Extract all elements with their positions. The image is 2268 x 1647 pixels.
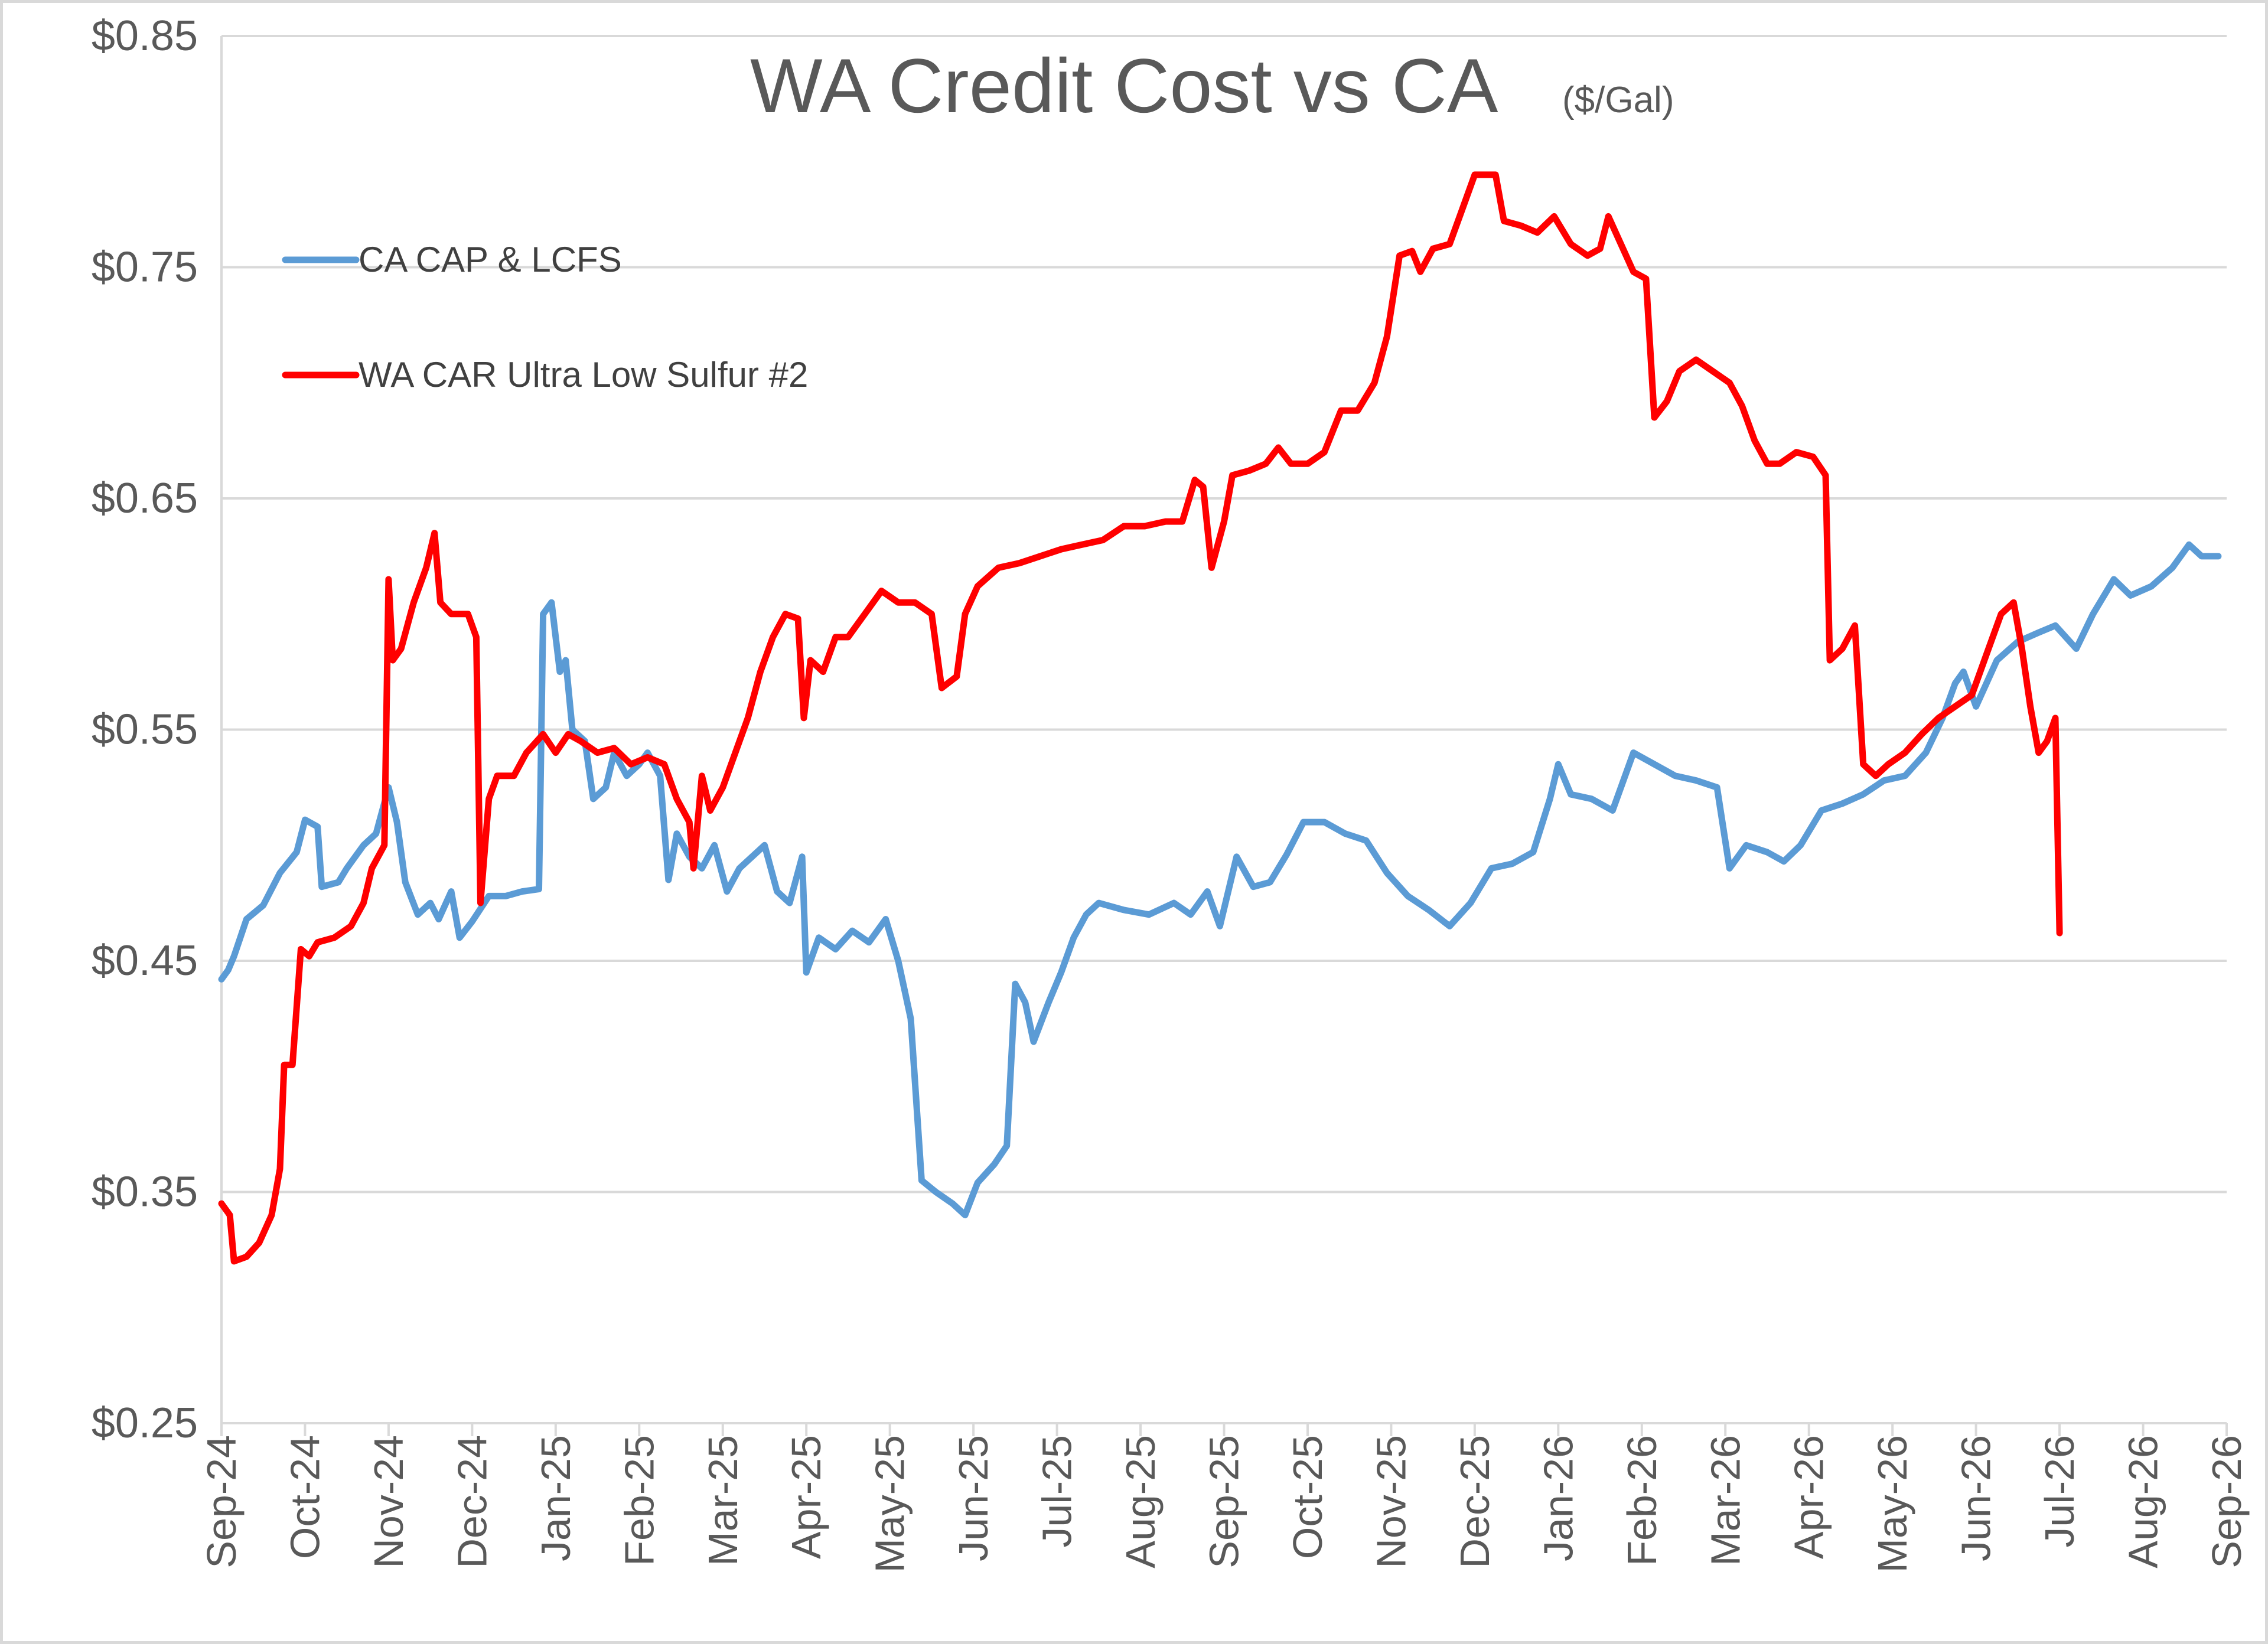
x-tick-label: May-26 bbox=[1869, 1435, 1915, 1573]
series-line-wa-car-ulsd bbox=[218, 171, 2063, 1265]
x-tick-label: Jul-25 bbox=[1034, 1435, 1080, 1548]
x-tick-label: May-25 bbox=[867, 1435, 913, 1573]
x-tick-label: Sep-25 bbox=[1201, 1435, 1247, 1568]
series-lines bbox=[218, 171, 2222, 1265]
y-tick-label: $0.55 bbox=[92, 706, 198, 754]
x-tick-labels: Sep-24 Oct-24 Nov-24 Dec-24 Jan-25 Feb-25 Mar-… bbox=[198, 1435, 2250, 1573]
x-tick-label: Feb-25 bbox=[616, 1435, 662, 1566]
x-tick-label: Jul-26 bbox=[2036, 1435, 2083, 1548]
legend-label-ca: CA CAP & LCFS bbox=[359, 240, 622, 279]
legend-label-wa: WA CAR Ultra Low Sulfur #2 bbox=[359, 355, 808, 394]
line-chart: $0.85 $0.75 $0.65 $0.55 $0.45 $0.35 $0.25 Sep-… bbox=[92, 12, 2250, 1573]
y-tick-label: $0.45 bbox=[92, 937, 198, 984]
y-tick-labels: $0.85 $0.75 $0.65 $0.55 $0.45 $0.35 $0.25 bbox=[92, 12, 198, 1447]
x-tick-label: Oct-24 bbox=[282, 1435, 328, 1559]
x-tick-label: Jun-26 bbox=[1953, 1435, 1999, 1561]
x-tick-label: Apr-26 bbox=[1786, 1435, 1832, 1559]
axes bbox=[220, 36, 2228, 1436]
y-tick-label: $0.25 bbox=[92, 1400, 198, 1447]
chart-title: WA Credit Cost vs CA bbox=[750, 43, 1498, 129]
x-tick-label: Mar-25 bbox=[700, 1435, 746, 1566]
series-line-ca-cap-lcfs bbox=[218, 541, 2222, 1219]
y-tick-label: $0.65 bbox=[92, 475, 198, 522]
x-tick-label: Dec-25 bbox=[1452, 1435, 1498, 1568]
x-tick-label: Jan-26 bbox=[1535, 1435, 1581, 1561]
chart-title-group: WA Credit Cost vs CA ($/Gal) bbox=[750, 43, 1674, 129]
x-tick-label: Feb-26 bbox=[1619, 1435, 1665, 1566]
y-tick-label: $0.85 bbox=[92, 12, 198, 60]
y-tick-label: $0.75 bbox=[92, 244, 198, 291]
x-tick-label: Nov-25 bbox=[1368, 1435, 1414, 1568]
x-tick-label: Dec-24 bbox=[449, 1435, 495, 1568]
x-tick-label: Sep-24 bbox=[198, 1435, 245, 1568]
x-tick-label: Apr-25 bbox=[783, 1435, 829, 1559]
x-tick-label: Jan-25 bbox=[533, 1435, 579, 1561]
x-tick-label: Aug-25 bbox=[1117, 1435, 1164, 1568]
gridlines bbox=[221, 35, 2227, 1193]
x-tick-label: Nov-24 bbox=[366, 1435, 412, 1568]
x-tick-label: Aug-26 bbox=[2120, 1435, 2166, 1568]
legend: CA CAP & LCFS WA CAR Ultra Low Sulfur #2 bbox=[282, 240, 808, 394]
x-tick-label: Jun-25 bbox=[950, 1435, 996, 1561]
x-tick-label: Mar-26 bbox=[1702, 1435, 1748, 1566]
chart-title-unit: ($/Gal) bbox=[1562, 80, 1674, 120]
x-tick-label: Oct-25 bbox=[1285, 1435, 1331, 1559]
y-tick-label: $0.35 bbox=[92, 1169, 198, 1216]
x-tick-label: Sep-26 bbox=[2204, 1435, 2250, 1568]
